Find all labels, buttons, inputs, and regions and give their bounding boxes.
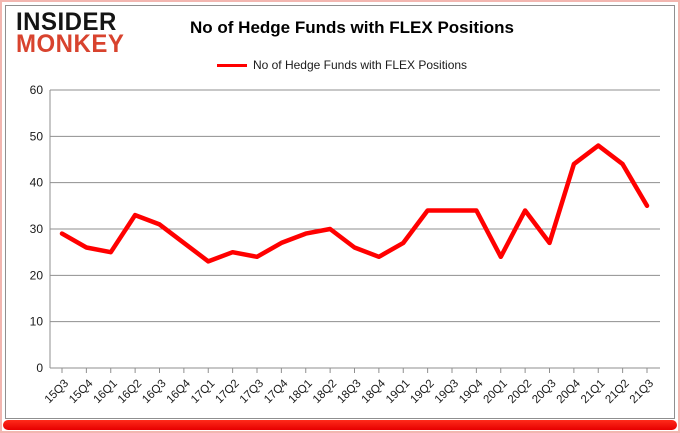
x-axis-label: 20Q1 — [481, 378, 509, 406]
legend-label: No of Hedge Funds with FLEX Positions — [252, 58, 468, 72]
x-axis-label: 19Q2 — [408, 378, 436, 406]
y-axis-label: 40 — [30, 176, 44, 190]
x-axis-label: 18Q2 — [311, 378, 339, 406]
x-axis-label: 19Q4 — [457, 377, 486, 406]
x-axis-label: 19Q1 — [384, 378, 412, 406]
chart-title: No of Hedge Funds with FLEX Positions — [190, 18, 514, 37]
x-axis-label: 20Q3 — [530, 378, 558, 406]
x-axis-label: 17Q3 — [238, 378, 266, 406]
logo-text-monkey: MONKEY — [16, 29, 125, 59]
data-line — [59, 143, 650, 264]
x-axis-label: 16Q4 — [165, 377, 194, 406]
x-axis-label: 17Q4 — [262, 377, 291, 406]
y-axis-label: 30 — [30, 222, 44, 236]
x-axis-label: 16Q2 — [116, 378, 144, 406]
y-axis-label: 0 — [36, 361, 43, 375]
x-axis-label: 17Q2 — [213, 378, 241, 406]
x-axis-label: 21Q3 — [628, 378, 656, 406]
x-axis-label: 18Q3 — [335, 378, 363, 406]
x-axis-label: 16Q3 — [140, 378, 168, 406]
y-axis-label: 60 — [30, 83, 44, 97]
bottom-accent-bar — [3, 420, 677, 430]
x-axis-label: 16Q1 — [91, 378, 119, 406]
x-axis-label: 19Q3 — [433, 378, 461, 406]
insider-monkey-logo: INSIDER MONKEY — [16, 7, 125, 59]
x-axis-label: 15Q4 — [67, 377, 96, 406]
logo-text-insider: INSIDER — [16, 7, 117, 37]
x-axis-label: 18Q4 — [360, 377, 389, 406]
y-axis-label: 10 — [30, 315, 44, 329]
y-axis-label: 50 — [30, 129, 44, 143]
legend-line-swatch — [216, 63, 247, 67]
x-axis-label: 20Q2 — [506, 378, 534, 406]
x-axis-label: 17Q1 — [189, 378, 217, 406]
y-axis-label: 20 — [30, 268, 44, 282]
x-axis-label: 20Q4 — [555, 377, 584, 406]
x-axis-label: 21Q2 — [603, 378, 631, 406]
x-axis-label: 21Q1 — [579, 378, 607, 406]
x-axis-label: 18Q1 — [286, 378, 314, 406]
x-axis-label: 15Q3 — [43, 378, 71, 406]
legend: No of Hedge Funds with FLEX Positions — [2, 58, 678, 72]
